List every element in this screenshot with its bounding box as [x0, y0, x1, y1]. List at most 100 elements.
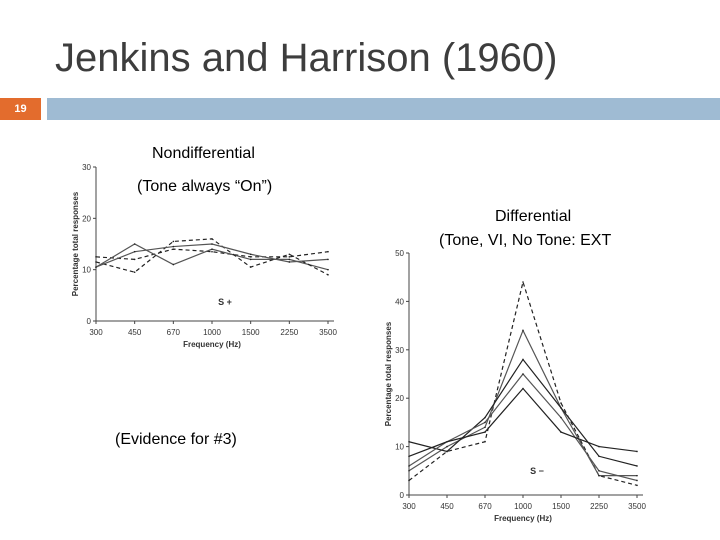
data-point — [560, 402, 562, 404]
series-line — [408, 279, 638, 486]
data-point — [327, 274, 329, 276]
data-point — [522, 358, 524, 361]
data-point — [211, 250, 213, 253]
data-point — [133, 271, 136, 274]
x-tick-label: 300 — [402, 502, 416, 511]
chart-annotation: S + — [218, 297, 232, 307]
series-line — [408, 387, 638, 457]
data-point — [522, 281, 524, 283]
x-tick-label: 450 — [128, 328, 142, 337]
series-line — [95, 248, 329, 261]
data-point — [288, 261, 291, 263]
slide-number: 19 — [0, 98, 41, 120]
x-tick-label: 670 — [167, 328, 181, 337]
data-point — [636, 474, 638, 477]
data-point — [327, 250, 329, 253]
data-point — [95, 266, 97, 268]
x-axis-label: Frequency (Hz) — [494, 514, 552, 523]
data-point — [288, 253, 291, 256]
data-point — [484, 431, 486, 433]
data-point — [408, 440, 410, 443]
y-tick-label: 20 — [395, 394, 404, 403]
data-point — [172, 248, 175, 250]
x-tick-label: 3500 — [628, 502, 646, 511]
data-point — [249, 258, 252, 261]
data-point — [288, 258, 291, 261]
x-tick-label: 2250 — [280, 328, 298, 337]
y-tick-label: 10 — [395, 443, 404, 452]
data-point — [211, 238, 213, 240]
y-tick-label: 30 — [395, 346, 404, 355]
data-point — [636, 450, 638, 453]
data-point — [133, 250, 136, 253]
data-point — [327, 268, 329, 271]
x-tick-label: 1500 — [242, 328, 260, 337]
data-point — [133, 258, 136, 261]
data-point — [484, 416, 486, 419]
data-point — [95, 256, 97, 258]
data-point — [446, 450, 448, 453]
data-point — [636, 484, 638, 487]
x-tick-label: 2250 — [590, 502, 608, 511]
data-point — [522, 387, 524, 390]
x-axis-label: Frequency (Hz) — [183, 340, 241, 349]
x-tick-label: 300 — [89, 328, 103, 337]
data-point — [408, 479, 410, 482]
data-point — [446, 445, 448, 448]
caption-tone-always-on: (Tone always “On”) — [137, 178, 273, 195]
data-point — [133, 243, 136, 245]
caption-evidence: (Evidence for #3) — [115, 431, 237, 448]
data-point — [522, 373, 524, 375]
caption-nondifferential: Nondifferential — [152, 145, 255, 162]
series-line — [95, 243, 329, 268]
data-point — [636, 479, 638, 482]
data-point — [560, 407, 562, 409]
data-point — [598, 455, 600, 458]
data-point — [484, 440, 486, 443]
y-tick-label: 30 — [82, 163, 91, 172]
y-axis-label: Percentage total responses — [384, 321, 393, 426]
title-bar — [47, 98, 720, 120]
data-point — [249, 253, 252, 256]
y-tick-label: 10 — [82, 266, 91, 275]
data-point — [95, 261, 97, 263]
data-point — [446, 440, 448, 443]
x-tick-label: 670 — [478, 502, 492, 511]
data-point — [249, 266, 252, 268]
nondifferential-chart: 0 10 20 30 300 450 670 1000 1500 2250 3500 Frequenc… — [71, 163, 337, 349]
caption-tone-vi-no-tone: (Tone, VI, No Tone: EXT — [439, 232, 612, 249]
data-point — [172, 240, 175, 243]
data-point — [172, 245, 175, 248]
data-point — [327, 258, 329, 261]
data-point — [598, 445, 600, 448]
data-point — [408, 465, 410, 467]
slide-title: Jenkins and Harrison (1960) — [55, 36, 558, 80]
data-point — [408, 455, 410, 458]
x-tick-label: 3500 — [319, 328, 337, 337]
data-point — [560, 431, 562, 433]
x-tick-label: 1000 — [514, 502, 532, 511]
data-point — [249, 256, 252, 258]
data-point — [636, 465, 638, 467]
series-line — [408, 373, 638, 482]
data-point — [598, 474, 600, 477]
y-axis-label: Percentage total responses — [71, 191, 80, 296]
differential-chart: 0 10 20 30 40 50 300 450 670 1000 1500 2250 3500 Freq… — [384, 249, 646, 523]
y-tick-label: 0 — [400, 491, 405, 500]
data-point — [598, 470, 600, 472]
x-tick-label: 450 — [440, 502, 454, 511]
data-point — [408, 470, 410, 472]
x-tick-label: 1000 — [203, 328, 221, 337]
data-point — [172, 263, 175, 266]
y-tick-label: 40 — [395, 297, 404, 306]
data-point — [560, 416, 562, 419]
data-point — [288, 256, 291, 258]
data-point — [211, 243, 213, 245]
chart-annotation: S − — [530, 466, 544, 476]
data-point — [211, 248, 213, 250]
caption-differential: Differential — [495, 208, 572, 225]
data-point — [484, 426, 486, 429]
y-tick-label: 0 — [87, 317, 92, 326]
y-tick-label: 50 — [395, 249, 404, 258]
x-tick-label: 1500 — [552, 502, 570, 511]
